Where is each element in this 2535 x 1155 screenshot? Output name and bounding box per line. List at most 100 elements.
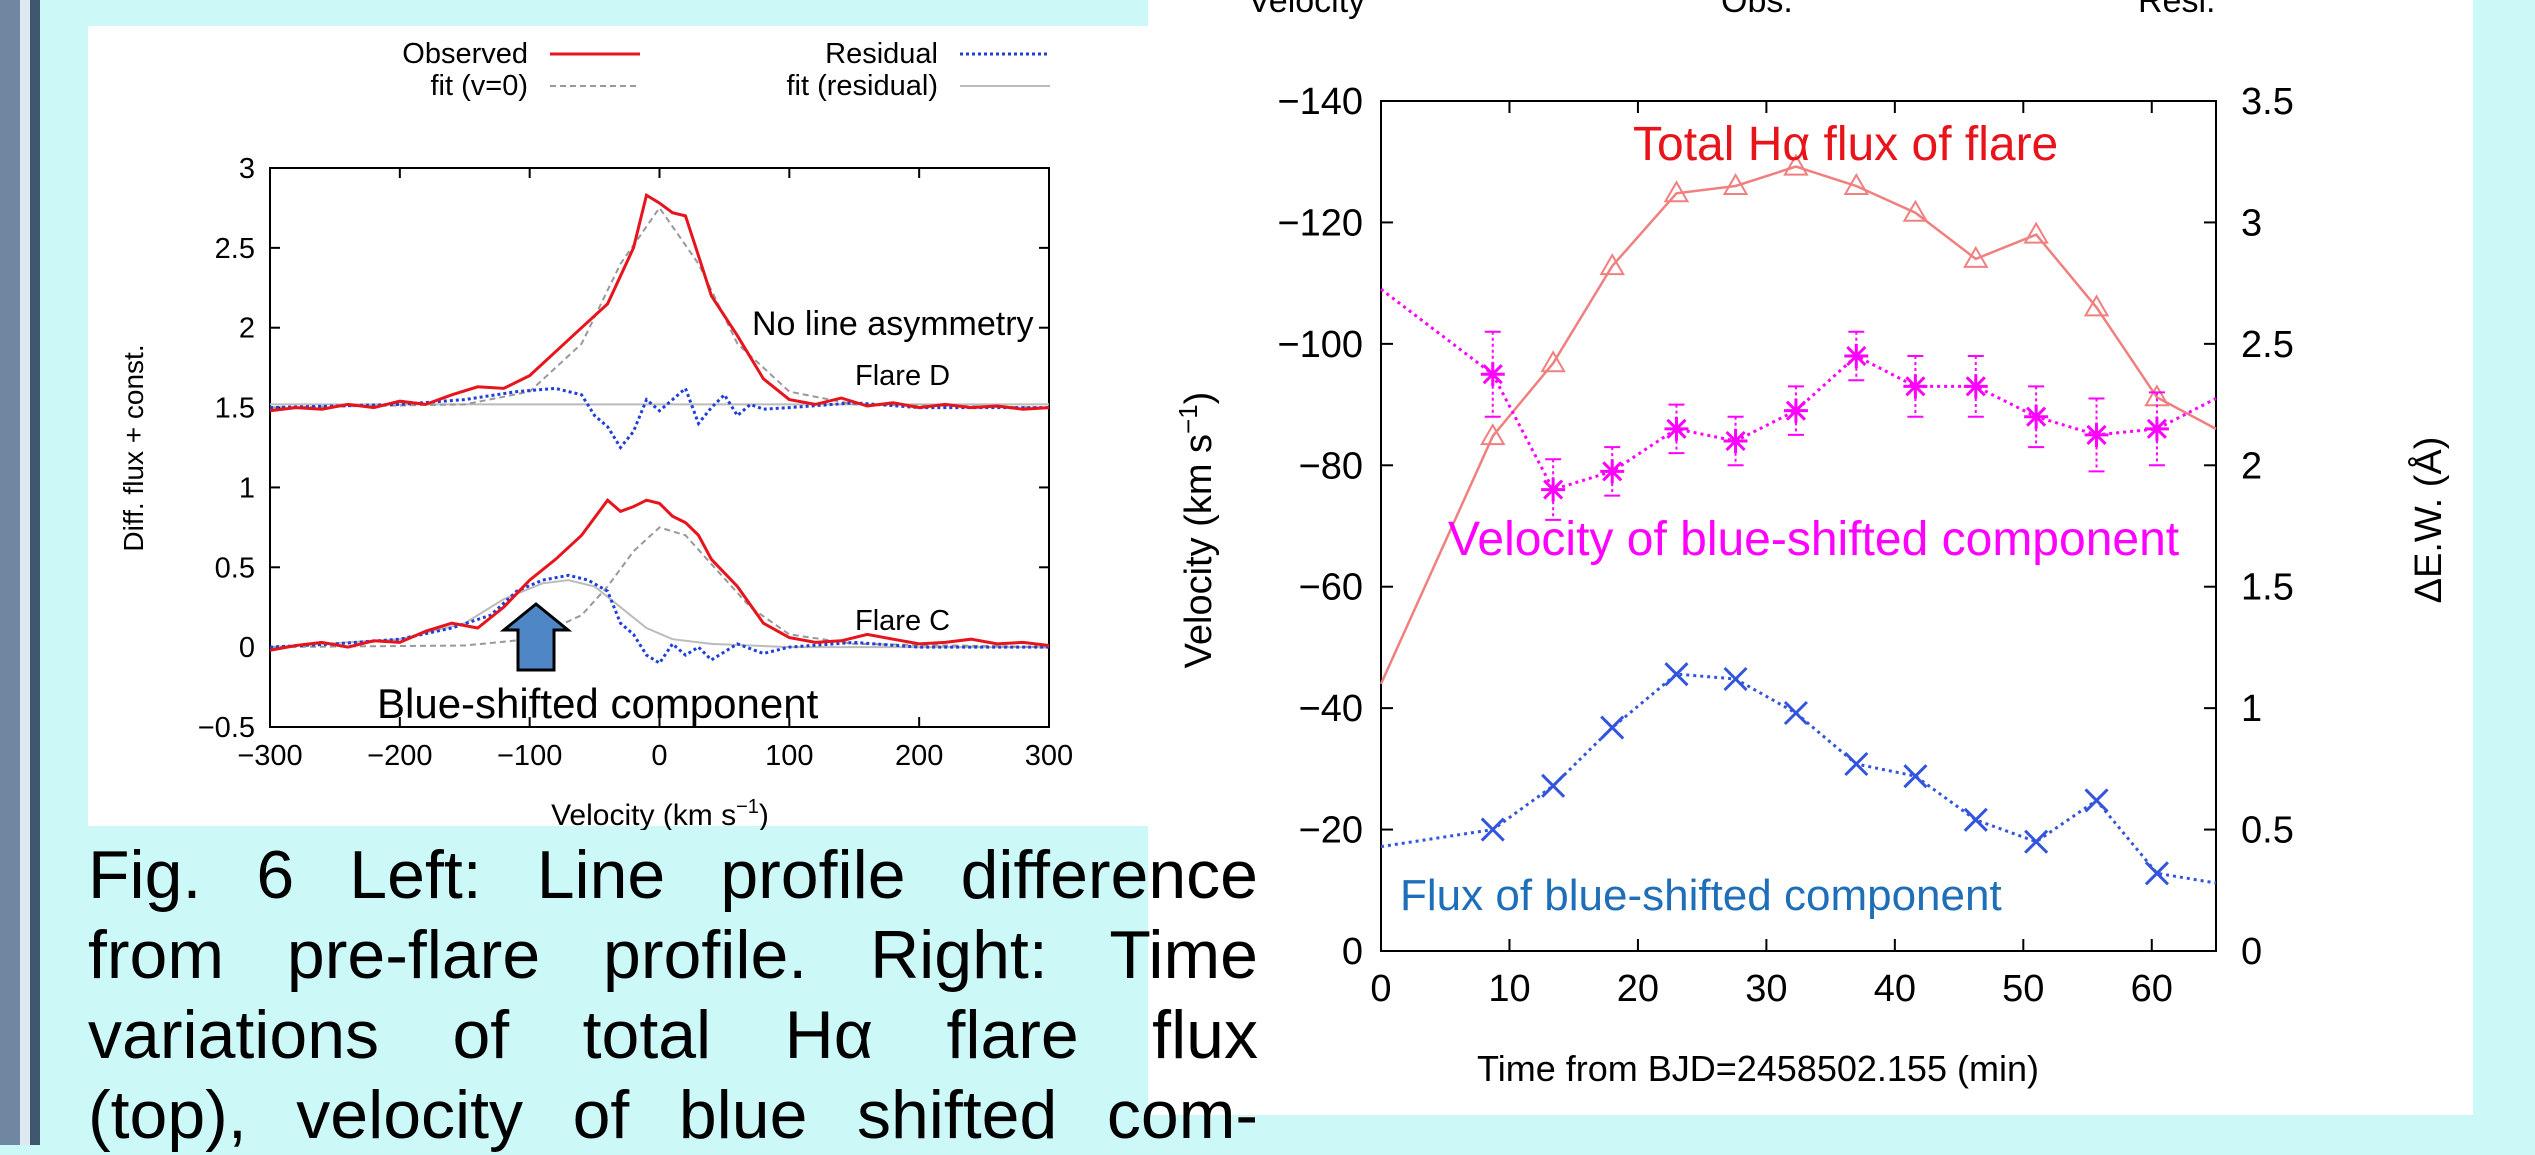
left-x-tick-label: 0 (651, 740, 667, 772)
caption-line-4: (top), velocity of blue shifted com- (88, 1077, 1258, 1153)
figure-caption: Fig. 6 Left: Line profile difference fro… (88, 835, 1258, 1155)
velocity-point (1903, 374, 1928, 399)
blue-flux-point (2024, 829, 2049, 854)
left-panel-background (88, 26, 1148, 826)
total-flux-line (1379, 165, 2217, 685)
left-y-tick-label: 2 (239, 313, 255, 345)
frame-border-inner (20, 0, 30, 1145)
legend-observed-label: Observed (402, 38, 528, 70)
blue-flux-line (1380, 672, 2217, 885)
caption-line-1: Fig. 6 Left: Line profile difference (88, 837, 1258, 913)
blue-flux-point (1723, 666, 1748, 692)
right-y2-tick-label: 1.5 (2241, 567, 2294, 609)
blue-flux-point (1844, 751, 1869, 777)
right-axis-ticks: 0 10 20 30 40 50 60 0 −20 −40 −60 −80 −100 −120 −140 0 0… (1277, 81, 2293, 1010)
legend-fit-residual-label: fit (residual) (787, 70, 939, 102)
right-x-tick-label: 20 (1617, 968, 1659, 1010)
blue-flux-point (1783, 700, 1808, 726)
left-y-tick-label: −0.5 (198, 712, 255, 744)
annotation-total-flux: Total Hα flux of flare (1633, 118, 2058, 171)
left-y-tick-label: 0 (239, 632, 255, 664)
right-y-tick-label: −100 (1277, 324, 1363, 366)
right-y-tick-label: −20 (1299, 810, 1363, 852)
left-y-tick-label: 3 (239, 153, 255, 185)
total-flux-point (1843, 173, 1870, 195)
caption-line-2: from pre-flare profile. Right: Time (88, 917, 1258, 993)
left-y-tick-label: 2.5 (215, 233, 255, 265)
right-x-tick-label: 0 (1370, 968, 1391, 1010)
velocity-point (1541, 477, 1566, 502)
total-flux-point (1963, 245, 1989, 268)
right-y-tick-label: −60 (1299, 567, 1363, 609)
right-x-axis-label: Time from BJD=2458502.155 (min) (1477, 1048, 2039, 1089)
velocity-point (2144, 416, 2169, 441)
left-x-tick-label: 200 (895, 740, 943, 772)
total-flux-point (1480, 423, 1506, 446)
legend-residual-label: Residual (825, 38, 938, 70)
blue-flux-point (1541, 773, 1566, 798)
velocity-point (1723, 429, 1748, 453)
left-x-tick-label: −200 (367, 740, 432, 772)
right-x-tick-label: 40 (1874, 968, 1916, 1010)
left-series-lines (269, 192, 1050, 666)
left-x-tick-label: −300 (237, 740, 302, 772)
velocity-point (1664, 416, 1689, 441)
flare-c-observed-line (269, 498, 1050, 652)
flare-d-observed-line (269, 192, 1050, 413)
velocity-point (1480, 362, 1505, 387)
annotation-flare-d: Flare D (855, 360, 950, 392)
right-y-tick-label: −140 (1277, 81, 1363, 123)
total-flux-point (1902, 199, 1929, 222)
right-x-tick-label: 60 (2131, 968, 2173, 1010)
left-x-tick-label: 100 (765, 740, 813, 772)
right-panel-background (1148, 0, 2473, 1115)
frame-border-shadow (30, 0, 40, 1145)
time-variation-chart: Velocity Obs. Resi. 0 10 20 30 40 50 600−20−40… (1173, 0, 2450, 1089)
total-flux-point (1722, 173, 1749, 195)
right-y2-tick-label: 0 (2241, 931, 2262, 973)
velocity-point (2024, 404, 2049, 429)
velocity-line (1380, 288, 2217, 492)
annotation-no-asymmetry: No line asymmetry (752, 305, 1034, 343)
blue-flux-point (1600, 715, 1625, 740)
velocity-point (1844, 344, 1869, 368)
blue-flux-point (1664, 662, 1689, 687)
caption-line-3: variations of total Hα flare flux (88, 997, 1258, 1073)
velocity-point (2084, 422, 2109, 447)
annotation-flux-blue: Flux of blue-shifted component (1400, 871, 2002, 920)
right-plot-frame (1380, 100, 2217, 952)
left-y-axis-label: Diff. flux + const. (118, 344, 149, 551)
total-flux-point (2023, 221, 2049, 244)
top-label-resi: Resi. (2138, 0, 2215, 20)
flare-d-residual-line (269, 385, 1049, 451)
flare-c-fit-residual-line (269, 579, 1049, 649)
left-x-tick-label: 300 (1025, 740, 1073, 772)
right-y-tick-label: −120 (1277, 202, 1363, 244)
left-y-tick-label: 0.5 (215, 552, 255, 584)
left-x-axis-label: Velocity (km s−1) (551, 796, 769, 830)
right-y-tick-label: −80 (1299, 445, 1363, 487)
right-y2-tick-label: 1 (2241, 688, 2262, 730)
frame-border-outer (0, 0, 20, 1145)
annotation-blue-shifted: Blue-shifted component (377, 680, 819, 727)
right-y2-tick-label: 3 (2241, 202, 2262, 244)
left-x-tick-label: −100 (497, 740, 562, 772)
legend-fit-v0-label: fit (v=0) (431, 70, 529, 102)
blue-flux-point (1963, 807, 1988, 832)
left-y-tick-label: 1.5 (215, 393, 255, 425)
blue-flux-point (2144, 861, 2169, 886)
blue-flux-point (1903, 764, 1928, 789)
line-profile-chart: Observed fit (v=0) Residual fit (residua… (118, 38, 1073, 830)
right-y2-tick-label: 2.5 (2241, 324, 2294, 366)
total-flux-point (1663, 180, 1690, 203)
total-flux-point (1783, 153, 1809, 176)
total-flux-point (2083, 294, 2110, 317)
annotation-flare-c: Flare C (855, 605, 950, 637)
right-y2-tick-label: 3.5 (2241, 81, 2294, 123)
blue-flux-point (1480, 817, 1505, 842)
right-x-tick-label: 50 (2002, 968, 2044, 1010)
annotation-velocity: Velocity of blue-shifted component (1448, 513, 2179, 566)
left-axis-ticks: −300 −200 −100 0 100 200 300 −0.5 0 0.5 1 1.5 2 2.5 3 (198, 153, 1073, 772)
left-y-tick-label: 1 (239, 472, 255, 504)
velocity-point (1600, 459, 1625, 484)
